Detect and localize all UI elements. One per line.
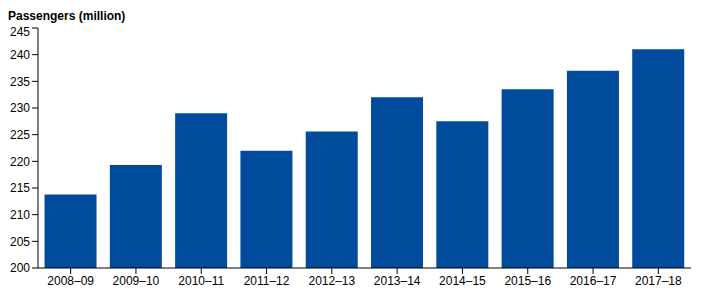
svg-text:225: 225 [10,128,30,142]
svg-text:205: 205 [10,235,30,249]
svg-text:2008–09: 2008–09 [47,274,94,288]
svg-text:200: 200 [10,261,30,275]
svg-text:245: 245 [10,25,30,39]
svg-text:2017–18: 2017–18 [635,274,682,288]
svg-text:2011–12: 2011–12 [244,274,290,288]
svg-text:210: 210 [10,208,30,222]
svg-text:2015–16: 2015–16 [504,274,551,288]
svg-text:230: 230 [10,101,30,115]
svg-text:240: 240 [10,48,30,62]
svg-text:215: 215 [10,181,30,195]
html-text:Passengers (million): Passengers (million) [8,9,126,23]
svg-text:2014–15: 2014–15 [439,274,486,288]
svg-text:2013–14: 2013–14 [374,274,421,288]
svg-text:2010–11: 2010–11 [178,274,224,288]
svg-text:220: 220 [10,155,30,169]
svg-text:2012–13: 2012–13 [308,274,355,288]
svg-text:2009–10: 2009–10 [113,274,160,288]
svg-text:235: 235 [10,75,30,89]
svg-text:2016–17: 2016–17 [570,274,617,288]
